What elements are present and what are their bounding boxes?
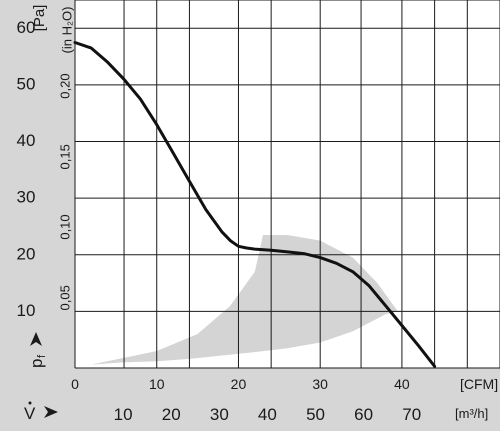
x2-tick-label: 40 <box>258 405 277 424</box>
x2-tick-label: 10 <box>114 405 133 424</box>
y-tick-label: 10 <box>17 301 36 320</box>
y-tick-label: 30 <box>17 188 36 207</box>
flow-symbol: V <box>24 401 58 423</box>
pressure-symbol-sub: f <box>36 354 48 358</box>
pressure-symbol-main: p <box>27 359 46 368</box>
y-tick-label: 20 <box>17 244 36 263</box>
operating-range-band <box>83 235 398 367</box>
x2-tick-label: 70 <box>402 405 421 424</box>
flow-arrow-icon <box>44 406 58 418</box>
x-secondary-unit-label: [m³/h] <box>455 406 488 421</box>
y2-tick-label: 0,10 <box>57 214 72 239</box>
x2-tick-label: 30 <box>210 405 229 424</box>
y-tick-label: 50 <box>17 74 36 93</box>
operating-band-layer <box>83 235 398 367</box>
x2-tick-label: 50 <box>306 405 325 424</box>
pressure-curve-line <box>73 41 437 368</box>
y-secondary-unit-label: (in H₂O) <box>59 7 74 54</box>
y-tick-label: 60 <box>17 18 36 37</box>
y2-tick-label: 0,15 <box>57 144 72 169</box>
y2-tick-label: 0,05 <box>57 285 72 310</box>
flow-symbol-dot <box>28 401 32 405</box>
left-axis-panel <box>0 0 75 431</box>
bottom-axis-panel <box>0 368 500 431</box>
x-tick-label: 40 <box>394 376 410 392</box>
y-unit-label: [Pa] <box>31 5 48 32</box>
x-unit-label: [CFM] <box>460 376 498 392</box>
x-tick-label: 10 <box>149 376 165 392</box>
pressure-symbol: p f <box>27 332 48 368</box>
x-tick-label: 20 <box>231 376 247 392</box>
curve-layer <box>73 41 437 368</box>
flow-symbol-main: V <box>24 404 36 423</box>
x-tick-label: 30 <box>312 376 328 392</box>
x-tick-label: 0 <box>71 376 79 392</box>
pressure-arrow-icon <box>30 332 42 346</box>
x2-tick-label: 60 <box>354 405 373 424</box>
y-tick-label: 40 <box>17 131 36 150</box>
x2-tick-label: 20 <box>162 405 181 424</box>
y2-tick-label: 0,20 <box>57 73 72 98</box>
